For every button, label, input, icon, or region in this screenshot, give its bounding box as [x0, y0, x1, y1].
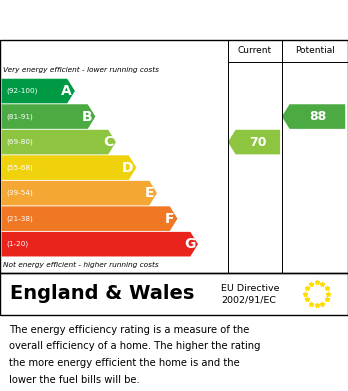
Text: Current: Current: [238, 47, 272, 56]
Text: (81-91): (81-91): [6, 113, 33, 120]
Polygon shape: [282, 104, 345, 129]
Text: overall efficiency of a home. The higher the rating: overall efficiency of a home. The higher…: [9, 341, 260, 352]
Polygon shape: [2, 155, 136, 180]
Text: (55-68): (55-68): [6, 164, 33, 171]
Polygon shape: [2, 130, 116, 154]
Text: the more energy efficient the home is and the: the more energy efficient the home is an…: [9, 358, 239, 368]
Text: (21-38): (21-38): [6, 215, 33, 222]
Text: G: G: [184, 237, 195, 251]
Text: lower the fuel bills will be.: lower the fuel bills will be.: [9, 375, 140, 385]
Text: (39-54): (39-54): [6, 190, 33, 196]
Text: B: B: [82, 109, 93, 124]
Polygon shape: [2, 181, 157, 205]
Text: 70: 70: [249, 136, 267, 149]
Text: Potential: Potential: [295, 47, 335, 56]
Text: C: C: [103, 135, 113, 149]
Text: England & Wales: England & Wales: [10, 284, 195, 303]
Polygon shape: [2, 79, 75, 103]
Text: EU Directive: EU Directive: [221, 284, 279, 293]
Text: 88: 88: [309, 110, 326, 123]
Text: D: D: [122, 161, 134, 175]
Text: (69-80): (69-80): [6, 139, 33, 145]
Text: Very energy efficient - lower running costs: Very energy efficient - lower running co…: [3, 67, 159, 74]
Polygon shape: [2, 206, 177, 231]
Text: 2002/91/EC: 2002/91/EC: [221, 296, 276, 305]
Text: F: F: [165, 212, 175, 226]
Polygon shape: [228, 130, 280, 154]
Text: A: A: [61, 84, 72, 98]
Text: (1-20): (1-20): [6, 241, 29, 248]
Text: Not energy efficient - higher running costs: Not energy efficient - higher running co…: [3, 262, 159, 268]
Polygon shape: [2, 104, 95, 129]
Text: The energy efficiency rating is a measure of the: The energy efficiency rating is a measur…: [9, 325, 249, 335]
Text: (92-100): (92-100): [6, 88, 38, 94]
Text: Energy Efficiency Rating: Energy Efficiency Rating: [10, 11, 239, 29]
Text: E: E: [145, 186, 154, 200]
Polygon shape: [2, 232, 198, 256]
